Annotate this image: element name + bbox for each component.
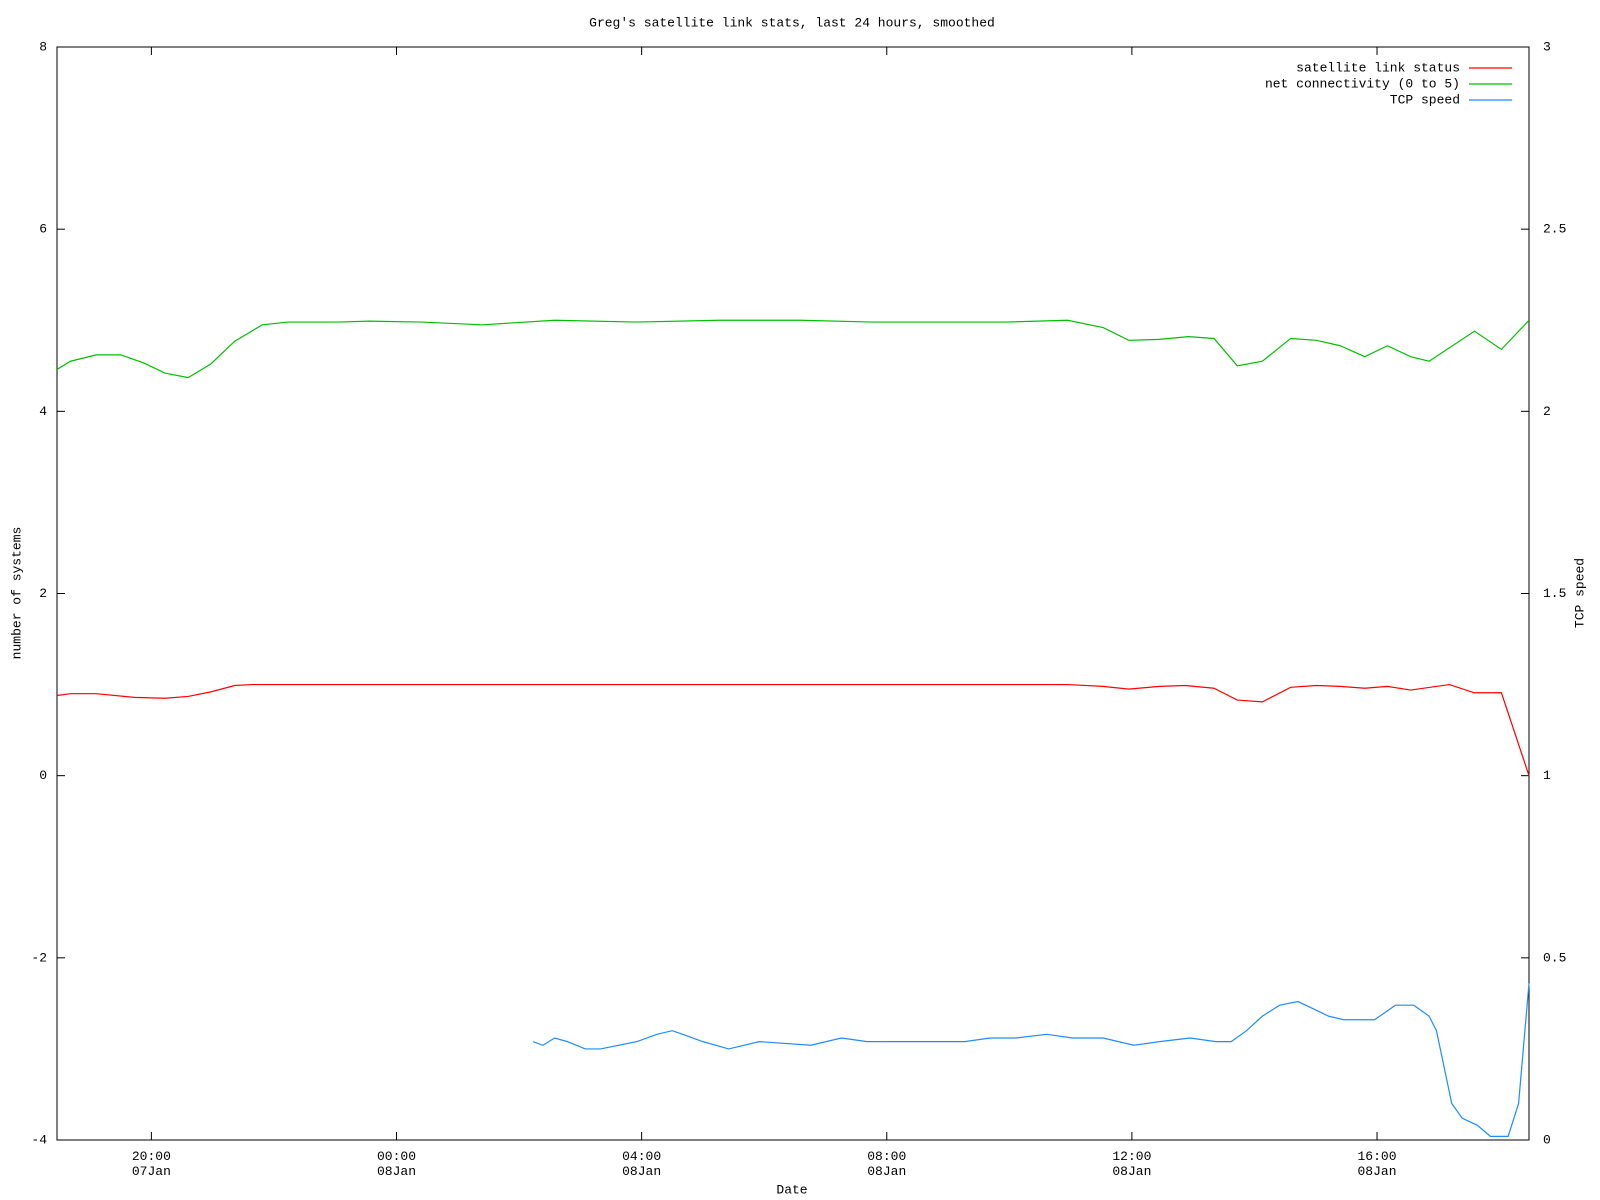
- plot-frame: [56, 46, 1530, 1141]
- y-tick-label: 8: [39, 39, 47, 54]
- y-tick-label: 0: [39, 768, 47, 783]
- x-tick-label: 20:00 07Jan: [132, 1149, 171, 1179]
- y2-tick-label: 0.5: [1543, 950, 1566, 965]
- x-tick-label: 08:00 08Jan: [867, 1149, 906, 1179]
- x-axis-label: Date: [776, 1182, 807, 1197]
- y-tick-label: -2: [31, 950, 47, 965]
- y2-axis-label: TCP speed: [1572, 558, 1587, 628]
- y2-tick-label: 2.5: [1543, 222, 1566, 237]
- x-tick-label: 16:00 08Jan: [1358, 1149, 1397, 1179]
- legend-label: satellite link status: [1296, 60, 1460, 75]
- legend-label: net connectivity (0 to 5): [1265, 76, 1460, 91]
- y-tick-label: -4: [31, 1132, 47, 1147]
- y2-tick-label: 2: [1543, 404, 1551, 419]
- y2-tick-label: 0: [1543, 1132, 1551, 1147]
- series-line: [56, 683, 1530, 776]
- y2-tick-label: 3: [1543, 39, 1551, 54]
- x-tick-label: 12:00 08Jan: [1112, 1149, 1151, 1179]
- y-tick-label: 4: [39, 404, 47, 419]
- x-tick-label: 04:00 08Jan: [622, 1149, 661, 1179]
- series-line: [532, 983, 1530, 1137]
- y-tick-label: 2: [39, 586, 47, 601]
- series-line: [56, 319, 1530, 379]
- y-tick-label: 6: [39, 222, 47, 237]
- y-axis-label: number of systems: [9, 527, 24, 660]
- y2-tick-label: 1.5: [1543, 586, 1566, 601]
- y2-tick-label: 1: [1543, 768, 1551, 783]
- chart-title: Greg's satellite link stats, last 24 hou…: [589, 15, 995, 30]
- legend-label: TCP speed: [1390, 92, 1460, 107]
- x-tick-label: 00:00 08Jan: [377, 1149, 416, 1179]
